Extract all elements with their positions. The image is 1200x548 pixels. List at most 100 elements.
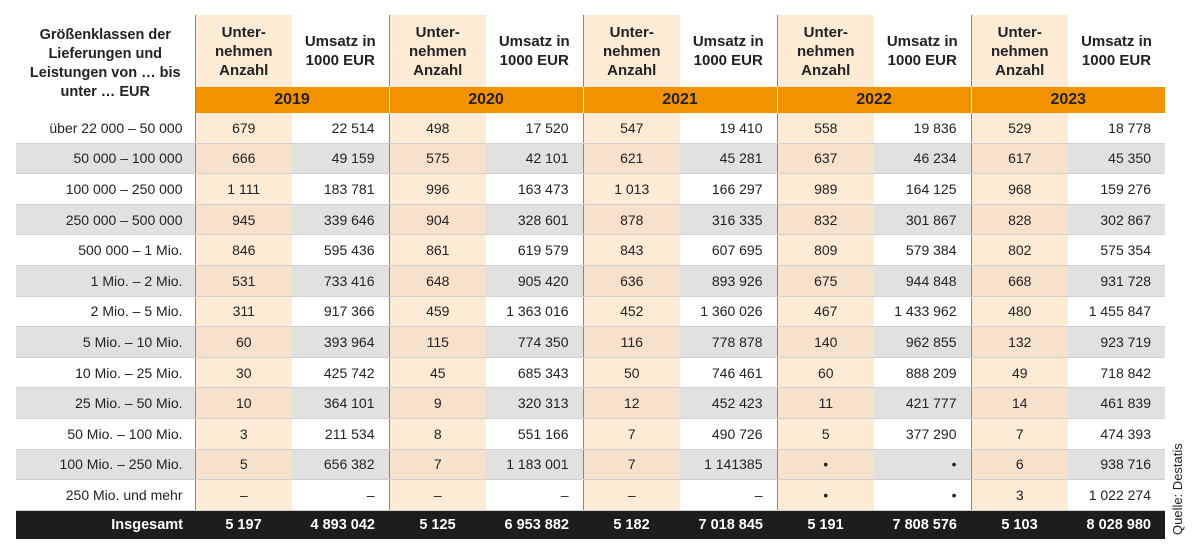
table-row: über 22 000 – 50 000 679 22 514 498 17 520 54…: [16, 113, 1165, 144]
cell-anzahl: 116: [583, 326, 680, 358]
cell-umsatz: 607 695: [680, 234, 778, 266]
cell-anzahl: 5: [777, 418, 874, 450]
cell-umsatz: 774 350: [486, 326, 584, 358]
cell-umsatz: 22 514: [292, 113, 390, 144]
total-umsatz: 7 808 576: [874, 510, 971, 539]
cell-anzahl: 675: [777, 265, 874, 297]
table-row: 250 Mio. und mehr – – – – – – • • 3 1 022 274: [16, 479, 1165, 511]
cell-umsatz: 905 420: [486, 265, 584, 297]
row-label: 500 000 – 1 Mio.: [16, 234, 196, 266]
cell-umsatz: 211 534: [292, 418, 390, 450]
table-row: 5 Mio. – 10 Mio. 60 393 964 115 774 350 116 77…: [16, 326, 1165, 358]
table-row: 25 Mio. – 50 Mio. 10 364 101 9 320 313 12 452 …: [16, 387, 1165, 419]
total-umsatz: 7 018 845: [680, 510, 777, 539]
col-header-umsatz: Umsatz in 1000 EUR: [1068, 15, 1165, 87]
cell-umsatz: •: [874, 449, 972, 481]
table-row: 500 000 – 1 Mio. 846 595 436 861 619 579 843 6…: [16, 234, 1165, 266]
cell-anzahl: 617: [971, 143, 1068, 175]
cell-anzahl: 666: [195, 143, 292, 175]
cell-anzahl: 480: [971, 296, 1068, 328]
table-row: 2 Mio. – 5 Mio. 311 917 366 459 1 363 016 452…: [16, 296, 1165, 328]
cell-umsatz: 490 726: [680, 418, 778, 450]
total-anzahl: 5 125: [389, 510, 486, 539]
cell-umsatz: 452 423: [680, 387, 778, 419]
col-header-umsatz: Umsatz in 1000 EUR: [874, 15, 972, 87]
cell-anzahl: 7: [583, 449, 680, 481]
row-label: 100 000 – 250 000: [16, 173, 196, 205]
cell-umsatz: 166 297: [680, 173, 778, 205]
cell-anzahl: 115: [389, 326, 486, 358]
cell-umsatz: 474 393: [1068, 418, 1165, 450]
cell-anzahl: 10: [195, 387, 292, 419]
table-row: 50 Mio. – 100 Mio. 3 211 534 8 551 166 7 490 7…: [16, 418, 1165, 450]
cell-anzahl: 5: [195, 449, 292, 481]
cell-anzahl: 467: [777, 296, 874, 328]
cell-umsatz: 45 281: [680, 143, 778, 175]
cell-anzahl: 575: [389, 143, 486, 175]
cell-umsatz: •: [874, 479, 972, 511]
cell-umsatz: 17 520: [486, 113, 584, 144]
cell-anzahl: 809: [777, 234, 874, 266]
total-label: Insgesamt: [16, 510, 195, 539]
cell-anzahl: 140: [777, 326, 874, 358]
cell-umsatz: 461 839: [1068, 387, 1165, 419]
cell-umsatz: 962 855: [874, 326, 972, 358]
cell-anzahl: 529: [971, 113, 1068, 144]
cell-umsatz: 656 382: [292, 449, 390, 481]
total-row: Insgesamt 5 197 4 893 042 5 125 6 953 882 5 1…: [16, 510, 1165, 539]
table-wrapper: Größenklassen der Lieferungen und Leistu…: [16, 15, 1165, 539]
row-label: 50 Mio. – 100 Mio.: [16, 418, 196, 450]
cell-umsatz: –: [680, 479, 778, 511]
row-label: 25 Mio. – 50 Mio.: [16, 387, 196, 419]
col-header-anzahl: Unter-nehmen Anzahl: [971, 15, 1068, 87]
cell-anzahl: 878: [583, 204, 680, 236]
cell-anzahl: 8: [389, 418, 486, 450]
cell-umsatz: 316 335: [680, 204, 778, 236]
cell-umsatz: 302 867: [1068, 204, 1165, 236]
cell-anzahl: 14: [971, 387, 1068, 419]
cell-umsatz: 425 742: [292, 357, 390, 389]
cell-umsatz: 1 360 026: [680, 296, 778, 328]
cell-umsatz: 1 363 016: [486, 296, 584, 328]
cell-anzahl: 861: [389, 234, 486, 266]
cell-umsatz: 893 926: [680, 265, 778, 297]
cell-anzahl: 636: [583, 265, 680, 297]
cell-anzahl: 60: [777, 357, 874, 389]
cell-anzahl: –: [583, 479, 680, 511]
cell-anzahl: 945: [195, 204, 292, 236]
table-row: 100 Mio. – 250 Mio. 5 656 382 7 1 183 001 7 1 …: [16, 449, 1165, 481]
row-label: 10 Mio. – 25 Mio.: [16, 357, 196, 389]
cell-anzahl: –: [195, 479, 292, 511]
cell-anzahl: 846: [195, 234, 292, 266]
cell-anzahl: 558: [777, 113, 874, 144]
cell-umsatz: 19 836: [874, 113, 972, 144]
cell-umsatz: 320 313: [486, 387, 584, 419]
cell-umsatz: 579 384: [874, 234, 972, 266]
cell-anzahl: 679: [195, 113, 292, 144]
col-header-umsatz: Umsatz in 1000 EUR: [292, 15, 390, 87]
col-header-anzahl: Unter-nehmen Anzahl: [389, 15, 486, 87]
cell-umsatz: 159 276: [1068, 173, 1165, 205]
cell-anzahl: 50: [583, 357, 680, 389]
cell-anzahl: 832: [777, 204, 874, 236]
cell-anzahl: 7: [583, 418, 680, 450]
cell-umsatz: 733 416: [292, 265, 390, 297]
year-header: 2023: [971, 87, 1165, 113]
row-label: über 22 000 – 50 000: [16, 113, 196, 144]
cell-umsatz: 18 778: [1068, 113, 1165, 144]
cell-anzahl: 637: [777, 143, 874, 175]
cell-anzahl: 9: [389, 387, 486, 419]
cell-umsatz: 944 848: [874, 265, 972, 297]
total-umsatz: 8 028 980: [1068, 510, 1165, 539]
cell-anzahl: 30: [195, 357, 292, 389]
total-umsatz: 6 953 882: [486, 510, 583, 539]
cell-anzahl: 1 111: [195, 173, 292, 205]
cell-umsatz: 301 867: [874, 204, 972, 236]
source-note: Quelle: Destatis: [1170, 443, 1185, 535]
col-header-umsatz: Umsatz in 1000 EUR: [486, 15, 584, 87]
cell-anzahl: 828: [971, 204, 1068, 236]
cell-umsatz: 1 183 001: [486, 449, 584, 481]
cell-anzahl: 802: [971, 234, 1068, 266]
cell-umsatz: 923 719: [1068, 326, 1165, 358]
year-header: 2022: [777, 87, 972, 113]
